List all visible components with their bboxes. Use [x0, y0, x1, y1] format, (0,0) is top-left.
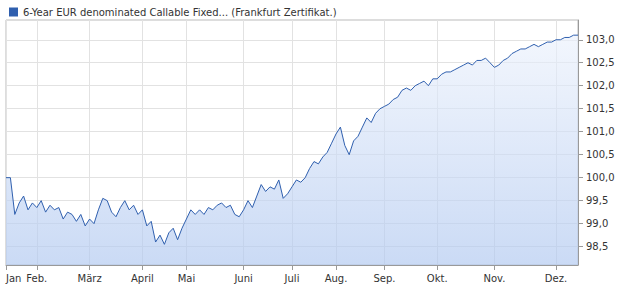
svg-text:6-Year EUR denominated Callabl: 6-Year EUR denominated Callable Fixed...…: [23, 7, 337, 18]
svg-text:103,0: 103,0: [586, 34, 615, 45]
svg-text:Aug.: Aug.: [325, 273, 348, 284]
svg-text:101,5: 101,5: [586, 103, 615, 114]
svg-text:102,0: 102,0: [586, 80, 615, 91]
svg-text:98,5: 98,5: [586, 241, 608, 252]
svg-text:Nov.: Nov.: [483, 273, 505, 284]
svg-text:März: März: [78, 273, 102, 284]
svg-text:Juni: Juni: [233, 273, 252, 284]
svg-text:Mai: Mai: [178, 273, 196, 284]
svg-text:102,5: 102,5: [586, 57, 615, 68]
svg-text:Dez.: Dez.: [545, 273, 567, 284]
svg-text:Feb.: Feb.: [26, 273, 47, 284]
svg-text:April: April: [131, 273, 154, 284]
svg-text:99,5: 99,5: [586, 195, 608, 206]
svg-text:Jan: Jan: [5, 273, 21, 284]
svg-text:Sep.: Sep.: [373, 273, 395, 284]
svg-text:99,0: 99,0: [586, 218, 608, 229]
svg-text:Juli: Juli: [284, 273, 300, 284]
svg-text:100,5: 100,5: [586, 149, 615, 160]
svg-text:100,0: 100,0: [586, 172, 615, 183]
svg-text:Okt.: Okt.: [427, 273, 448, 284]
svg-text:101,0: 101,0: [586, 126, 615, 137]
